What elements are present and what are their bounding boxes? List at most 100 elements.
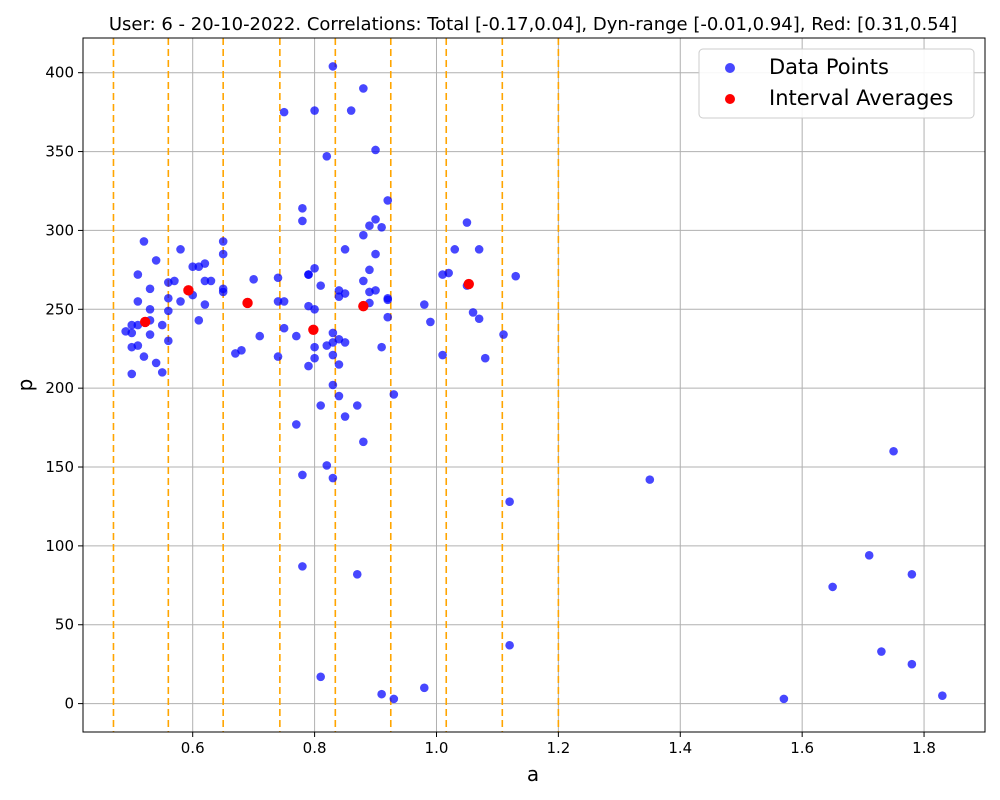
data-point <box>340 412 350 421</box>
data-point <box>133 270 143 279</box>
data-point <box>133 297 143 306</box>
data-point <box>828 582 837 592</box>
data-point <box>292 420 301 429</box>
interval-averages <box>139 278 474 335</box>
data-point <box>383 196 393 205</box>
data-point <box>322 151 332 161</box>
data-point <box>645 475 655 484</box>
data-point <box>310 342 319 352</box>
y-tick-label: 0 <box>64 695 74 713</box>
data-point <box>426 317 435 327</box>
data-point <box>438 350 447 360</box>
data-point <box>145 284 155 294</box>
data-point <box>371 286 380 295</box>
data-point <box>468 308 478 317</box>
data-point <box>218 237 228 246</box>
data-point <box>511 271 521 281</box>
data-point <box>316 672 325 682</box>
data-point <box>279 107 289 117</box>
data-point <box>328 62 338 71</box>
interval-average-point <box>139 316 151 328</box>
data-point <box>499 330 508 339</box>
data-point <box>200 276 210 286</box>
data-point <box>377 222 386 232</box>
data-point <box>365 221 374 230</box>
interval-average-point <box>183 285 194 296</box>
data-point <box>237 346 246 355</box>
data-point <box>877 647 886 656</box>
data-point <box>316 281 325 290</box>
data-point <box>292 331 301 341</box>
data-point <box>176 245 185 254</box>
data-point <box>157 320 167 330</box>
data-point <box>328 350 338 360</box>
data-point <box>310 304 319 314</box>
data-point <box>359 437 368 447</box>
y-tick-label: 200 <box>45 379 74 397</box>
data-point <box>322 461 332 470</box>
legend-marker-interval-averages <box>725 94 735 104</box>
data-point <box>340 289 350 298</box>
data-point <box>334 391 344 401</box>
data-point <box>176 297 185 306</box>
data-point <box>151 358 161 368</box>
data-points <box>121 62 947 704</box>
interval-average-point <box>463 278 474 290</box>
x-tick-label: 1.0 <box>425 739 449 757</box>
data-point <box>474 314 484 324</box>
data-point <box>170 276 179 286</box>
data-point <box>255 331 265 341</box>
data-point <box>304 361 313 371</box>
data-point <box>310 353 319 363</box>
y-tick-label: 150 <box>45 458 74 476</box>
data-point <box>346 106 356 115</box>
data-point <box>352 569 362 579</box>
x-tick-label: 1.2 <box>546 739 570 757</box>
legend-frame <box>698 48 975 119</box>
data-point <box>907 659 917 669</box>
data-point <box>389 390 399 399</box>
interval-average-point <box>242 297 253 309</box>
data-point <box>206 276 216 286</box>
data-point <box>938 691 947 701</box>
y-tick-label: 50 <box>55 616 74 634</box>
data-point <box>474 245 484 254</box>
data-point <box>310 106 319 115</box>
data-point <box>273 352 283 361</box>
data-point <box>334 360 344 369</box>
data-point <box>340 245 350 254</box>
data-point <box>371 145 380 155</box>
data-point <box>151 256 161 265</box>
data-point <box>279 297 289 306</box>
data-point <box>328 380 338 390</box>
y-tick-label: 300 <box>45 221 74 239</box>
y-tick-label: 100 <box>45 537 74 555</box>
data-point <box>279 323 289 333</box>
data-point <box>383 312 393 322</box>
data-point <box>145 330 155 339</box>
data-point <box>164 336 173 346</box>
data-point <box>450 245 460 254</box>
x-tick-label: 0.8 <box>303 739 327 757</box>
data-point <box>328 328 338 338</box>
interval-average-point <box>358 300 369 312</box>
data-point <box>377 342 386 352</box>
chart-title: User: 6 - 20-10-2022. Correlations: Tota… <box>109 14 957 35</box>
data-point <box>505 640 514 650</box>
legend: Data Points Interval Averages <box>698 48 975 119</box>
data-point <box>359 230 368 240</box>
data-point <box>419 300 429 309</box>
data-point <box>371 215 380 224</box>
data-point <box>139 352 149 361</box>
data-point <box>249 275 258 284</box>
x-axis-label: a <box>527 762 539 786</box>
data-point <box>359 276 368 286</box>
y-axis-label: p <box>13 379 37 392</box>
data-point <box>127 320 137 330</box>
legend-label-interval-averages: Interval Averages <box>769 86 953 110</box>
data-point <box>298 216 307 226</box>
data-point <box>340 338 350 347</box>
x-tick-label: 1.8 <box>912 739 936 757</box>
